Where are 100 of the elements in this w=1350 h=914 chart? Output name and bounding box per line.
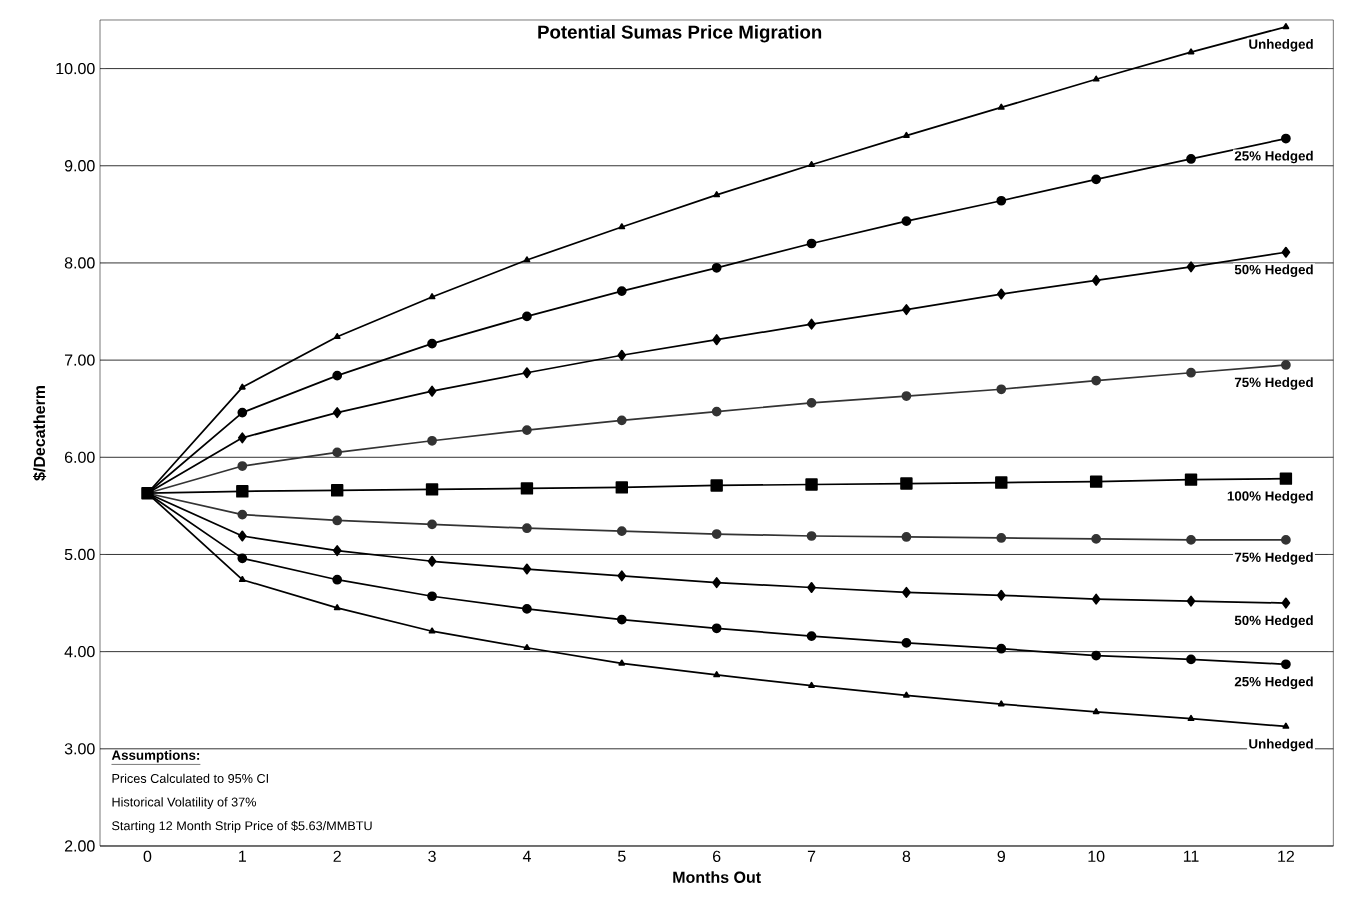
point — [808, 681, 815, 688]
y-tick-label: 6.00 — [64, 451, 95, 463]
point — [900, 477, 913, 490]
point — [1281, 360, 1291, 370]
point — [995, 476, 1008, 489]
point — [903, 691, 910, 698]
point — [1091, 534, 1102, 544]
point — [806, 631, 817, 641]
point — [617, 349, 627, 361]
point — [237, 530, 247, 542]
point — [996, 384, 1007, 395]
point — [616, 614, 627, 625]
point — [808, 160, 815, 168]
series-label: 25% Hedged — [1234, 150, 1313, 164]
point — [238, 575, 246, 583]
point — [523, 643, 531, 651]
point — [617, 570, 627, 582]
point — [712, 334, 722, 346]
y-tick-label: 3.00 — [64, 743, 95, 755]
x-tick-label: 3 — [428, 850, 436, 863]
point — [616, 286, 627, 296]
series-label: Unhedged — [1249, 738, 1313, 752]
point — [237, 553, 248, 564]
point — [806, 531, 817, 541]
point — [522, 563, 532, 575]
point — [1186, 261, 1196, 273]
point — [1279, 472, 1293, 485]
point — [332, 574, 343, 585]
point — [428, 293, 436, 300]
point — [1091, 650, 1102, 661]
point — [427, 591, 437, 602]
point — [1186, 367, 1196, 378]
y-tick-label: 4.00 — [64, 645, 95, 658]
point — [238, 383, 246, 390]
x-tick-label: 12 — [1278, 850, 1294, 862]
point — [713, 671, 721, 678]
point — [1184, 473, 1198, 486]
point — [711, 262, 722, 273]
x-tick-label: 10 — [1088, 850, 1105, 863]
point — [237, 407, 248, 418]
point — [522, 367, 532, 379]
point — [902, 586, 911, 598]
point — [618, 223, 626, 230]
point — [141, 487, 154, 500]
point — [522, 425, 532, 435]
point — [237, 432, 247, 444]
point — [522, 604, 532, 614]
point — [616, 526, 627, 537]
point — [1186, 595, 1196, 607]
point — [618, 659, 626, 666]
point — [996, 195, 1007, 206]
x-axis-title: Months Out — [673, 871, 761, 883]
point — [332, 545, 342, 557]
point — [428, 627, 436, 634]
series-label: Unhedged — [1249, 39, 1313, 52]
point — [1091, 593, 1101, 605]
point — [901, 391, 912, 401]
point — [996, 533, 1007, 543]
y-tick-label: 5.00 — [64, 548, 95, 561]
point — [427, 385, 437, 397]
point — [711, 406, 722, 417]
y-tick-label: 8.00 — [64, 257, 95, 269]
point — [427, 519, 437, 530]
x-tick-label: 0 — [143, 850, 152, 863]
point — [1091, 375, 1102, 386]
point — [1281, 246, 1291, 258]
point — [332, 447, 343, 458]
point — [711, 529, 722, 539]
point — [615, 481, 628, 494]
y-tick-label: 10.00 — [56, 62, 95, 75]
point — [522, 311, 532, 322]
point — [523, 256, 531, 263]
point — [237, 509, 248, 520]
point — [806, 398, 817, 408]
point — [1281, 535, 1291, 545]
point — [711, 623, 722, 634]
point — [997, 700, 1005, 707]
point — [1282, 722, 1290, 729]
point — [522, 523, 532, 534]
point — [427, 555, 437, 567]
point — [425, 483, 439, 496]
x-tick-label: 6 — [713, 850, 721, 863]
y-tick-label: 7.00 — [64, 354, 95, 366]
point — [236, 485, 249, 498]
point — [1186, 654, 1196, 665]
series-label: 75% Hedged — [1234, 552, 1313, 565]
x-tick-label: 11 — [1183, 850, 1199, 862]
point — [237, 461, 248, 471]
point — [1187, 48, 1195, 55]
series-label: 100% Hedged — [1227, 490, 1313, 504]
point — [616, 415, 627, 426]
point — [806, 238, 817, 249]
point — [712, 577, 722, 589]
series-label: 50% Hedged — [1234, 615, 1313, 628]
point — [901, 638, 912, 648]
point — [1091, 274, 1101, 286]
point — [1186, 535, 1196, 545]
point — [332, 515, 343, 526]
point — [805, 478, 818, 491]
point — [1281, 133, 1291, 144]
